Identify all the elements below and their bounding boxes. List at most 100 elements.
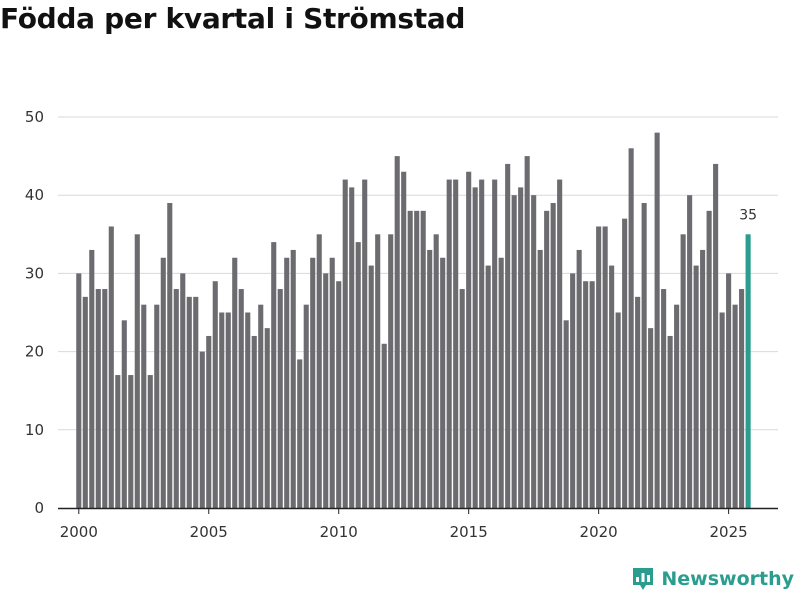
bar [667,335,673,508]
x-tick-label: 2015 [450,523,488,541]
bar [271,242,277,508]
bar [700,249,706,508]
bar [414,210,420,508]
bar [524,156,530,508]
bar [264,328,270,508]
bar [206,335,212,508]
bar-value-label: 35 [739,207,757,223]
bar [648,328,654,508]
bar [596,226,602,509]
bar [550,203,556,508]
bar [342,179,348,508]
bar [368,265,374,508]
bar [446,179,452,508]
bar [76,273,82,508]
bar [466,171,472,509]
bar [453,179,459,508]
bar [258,304,264,508]
bar [511,195,517,508]
bar [180,273,186,508]
bar [687,195,693,508]
bar [232,257,238,508]
newsworthy-logo: Newsworthy [631,566,794,592]
bar [570,273,576,508]
bar [277,289,283,508]
bars [76,132,751,509]
bar [492,179,498,508]
x-tick-label: 2010 [320,523,358,541]
bar [336,281,342,508]
x-tick-label: 2025 [710,523,748,541]
bar [609,265,615,508]
bar [381,343,387,508]
y-tick-label: 10 [25,421,44,439]
bar [531,195,537,508]
bar [115,375,121,508]
y-tick-label: 0 [34,499,44,517]
bar [589,281,595,508]
bar [505,163,511,509]
bar [661,289,667,508]
bar [121,320,127,508]
bar [323,273,329,508]
bar [427,249,433,508]
bar [225,312,231,508]
chart-title: Födda per kvartal i Strömstad [0,2,466,35]
bar [433,234,439,509]
bar [134,234,140,509]
x-tick-label: 2000 [60,523,98,541]
bar [628,148,634,508]
bar [219,312,225,508]
bar [635,296,641,508]
bar [563,320,569,508]
bar [186,296,192,508]
y-tick-label: 50 [25,108,44,126]
bar [641,203,647,508]
bar [89,249,95,508]
bar [245,312,251,508]
bar [739,289,745,508]
bar [485,265,491,508]
bar [251,335,257,508]
y-tick-label: 20 [25,343,44,361]
bar [141,304,147,508]
bar [82,296,88,508]
bar [622,218,628,508]
bar [355,242,361,508]
bar [167,203,173,508]
bar [160,257,166,508]
bar [388,234,394,509]
bar [537,249,543,508]
bar [316,234,322,509]
bar [472,187,478,508]
bar [284,257,290,508]
bar [401,171,407,509]
bar [303,304,309,508]
bar-highlight [745,234,751,509]
bar [420,210,426,508]
bar [583,281,589,508]
bar [498,257,504,508]
bar [674,304,680,508]
bar [147,375,153,508]
bar [615,312,621,508]
bar [212,281,218,508]
bar [719,312,725,508]
bar [407,210,413,508]
bar [706,210,712,508]
x-tick-label: 2020 [580,523,618,541]
bar [199,351,205,508]
bar [713,163,719,509]
bar [362,179,368,508]
bar [95,289,101,508]
bar [154,304,160,508]
bar [329,257,335,508]
bar [238,289,244,508]
y-axis-ticks: 0 10 20 30 40 50 [25,108,44,517]
y-tick-label: 30 [25,264,44,282]
bar [173,289,179,508]
bar [732,304,738,508]
bar [557,179,563,508]
brand-name: Newsworthy [661,568,794,590]
bar [297,359,303,508]
